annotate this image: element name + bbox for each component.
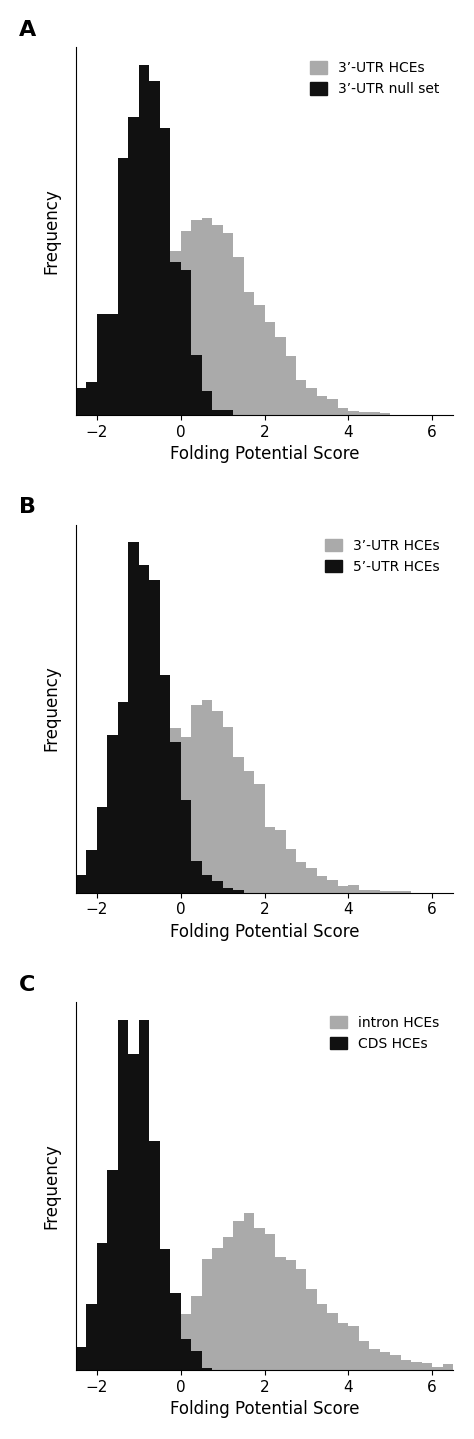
X-axis label: Folding Potential Score: Folding Potential Score <box>170 922 359 941</box>
Text: B: B <box>19 498 36 518</box>
Polygon shape <box>76 543 453 892</box>
Legend: 3’-UTR HCEs, 5’-UTR HCEs: 3’-UTR HCEs, 5’-UTR HCEs <box>318 531 446 580</box>
Polygon shape <box>76 1020 453 1370</box>
X-axis label: Folding Potential Score: Folding Potential Score <box>170 1400 359 1419</box>
X-axis label: Folding Potential Score: Folding Potential Score <box>170 446 359 463</box>
Text: C: C <box>19 974 36 994</box>
Polygon shape <box>76 699 453 892</box>
Legend: 3’-UTR HCEs, 3’-UTR null set: 3’-UTR HCEs, 3’-UTR null set <box>303 55 446 104</box>
Polygon shape <box>76 1213 453 1370</box>
Legend: intron HCEs, CDS HCEs: intron HCEs, CDS HCEs <box>323 1009 446 1058</box>
Y-axis label: Frequency: Frequency <box>43 666 61 751</box>
Polygon shape <box>76 65 453 416</box>
Text: A: A <box>19 20 36 40</box>
Y-axis label: Frequency: Frequency <box>43 1143 61 1229</box>
Y-axis label: Frequency: Frequency <box>43 189 61 275</box>
Polygon shape <box>76 217 453 416</box>
